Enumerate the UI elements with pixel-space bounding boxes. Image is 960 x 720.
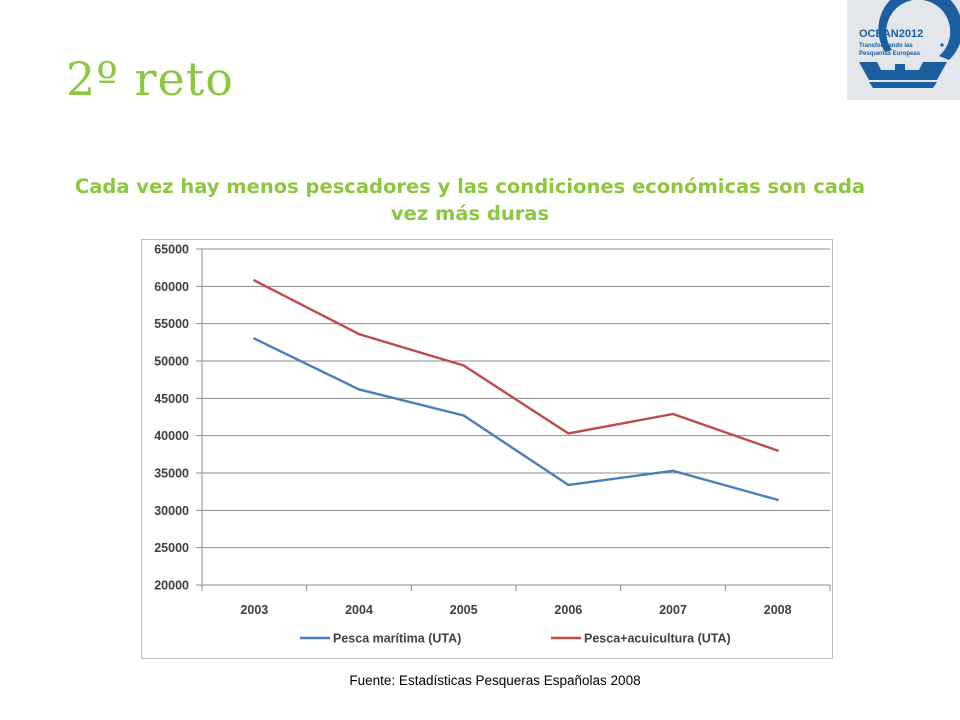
x-tick-label: 2004 [345,603,373,617]
data-point [357,332,361,336]
x-tick-label: 2005 [450,603,478,617]
x-tick-label: 2006 [554,603,582,617]
y-tick-label: 35000 [154,467,189,481]
y-tick-label: 50000 [154,355,189,369]
y-tick-label: 20000 [154,579,189,593]
chart-svg: 65000 60000 55000 50000 45000 40000 35000 30000… [154,243,831,646]
y-tick-label: 40000 [154,429,189,443]
x-tick-label: 2008 [764,603,792,617]
data-point [567,432,570,435]
data-point [671,412,675,416]
data-point [776,449,779,452]
logo-tagline-1: Transformando las [859,43,913,49]
data-point [253,337,256,340]
source-note: Fuente: Estadísticas Pesqueras Españolas… [349,673,641,688]
y-tick-label: 65000 [154,243,189,257]
x-tick-label: 2003 [240,603,268,617]
series-line [253,279,779,452]
ocean2012-logo: OCEAN2012 Transformando las Pesquerías E… [847,0,960,100]
y-tick-label: 55000 [154,317,189,331]
y-tick-label: 60000 [154,280,189,294]
data-point [357,388,361,391]
series-line [253,337,779,502]
slide-subtitle: Cada vez hay menos pescadores y las cond… [74,175,866,225]
logo-tagline-2: Pesquerías Europeas [859,51,921,57]
line-chart: 65000 60000 55000 50000 45000 40000 35000 30000… [141,239,833,659]
data-point [253,279,256,282]
logo-wordmark: OCEAN2012 [859,28,923,40]
y-tick-label: 45000 [154,392,189,406]
slide-title: 2º reto [66,52,234,106]
data-point [462,414,465,417]
data-point [462,364,465,367]
data-point [671,469,675,472]
data-point [567,483,570,487]
x-tick-label: 2007 [659,603,687,617]
y-tick-label: 25000 [154,541,189,555]
legend-label: Pesca+acuicultura (UTA) [584,632,731,646]
y-tick-label: 30000 [154,504,189,518]
data-point [776,498,779,502]
logo-graphic: OCEAN2012 Transformando las Pesquerías E… [859,0,960,88]
legend-label: Pesca marítima (UTA) [333,632,461,646]
